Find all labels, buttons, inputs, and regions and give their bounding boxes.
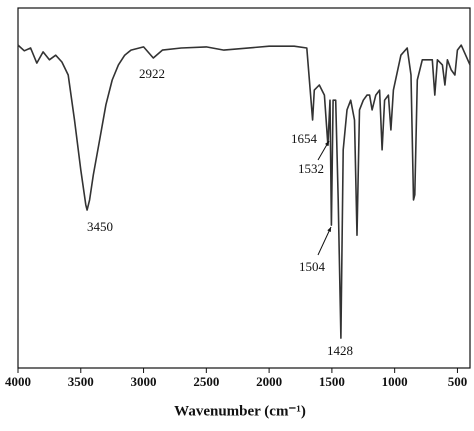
peak-arrow bbox=[317, 226, 332, 256]
x-tick-label: 1500 bbox=[319, 374, 345, 389]
x-tick-label: 3000 bbox=[131, 374, 157, 389]
peak-label: 1504 bbox=[299, 259, 326, 274]
arrow-head bbox=[327, 227, 331, 232]
peak-label: 3450 bbox=[87, 219, 113, 234]
arrow-head bbox=[325, 141, 329, 146]
x-tick-label: 4000 bbox=[5, 374, 31, 389]
x-tick-label: 500 bbox=[448, 374, 468, 389]
x-tick-label: 2000 bbox=[256, 374, 282, 389]
peak-label: 1532 bbox=[298, 161, 324, 176]
peak-label: 1428 bbox=[327, 343, 353, 358]
peak-label: 1654 bbox=[291, 131, 318, 146]
x-tick-label: 2500 bbox=[193, 374, 219, 389]
spectrum-line bbox=[17, 44, 471, 339]
plot-frame bbox=[17, 7, 471, 369]
peak-label: 2922 bbox=[139, 66, 165, 81]
x-tick-label: 3500 bbox=[68, 374, 94, 389]
x-tick-label: 1000 bbox=[382, 374, 408, 389]
x-axis-label: Wavenumber (cm⁻¹) bbox=[174, 403, 306, 419]
